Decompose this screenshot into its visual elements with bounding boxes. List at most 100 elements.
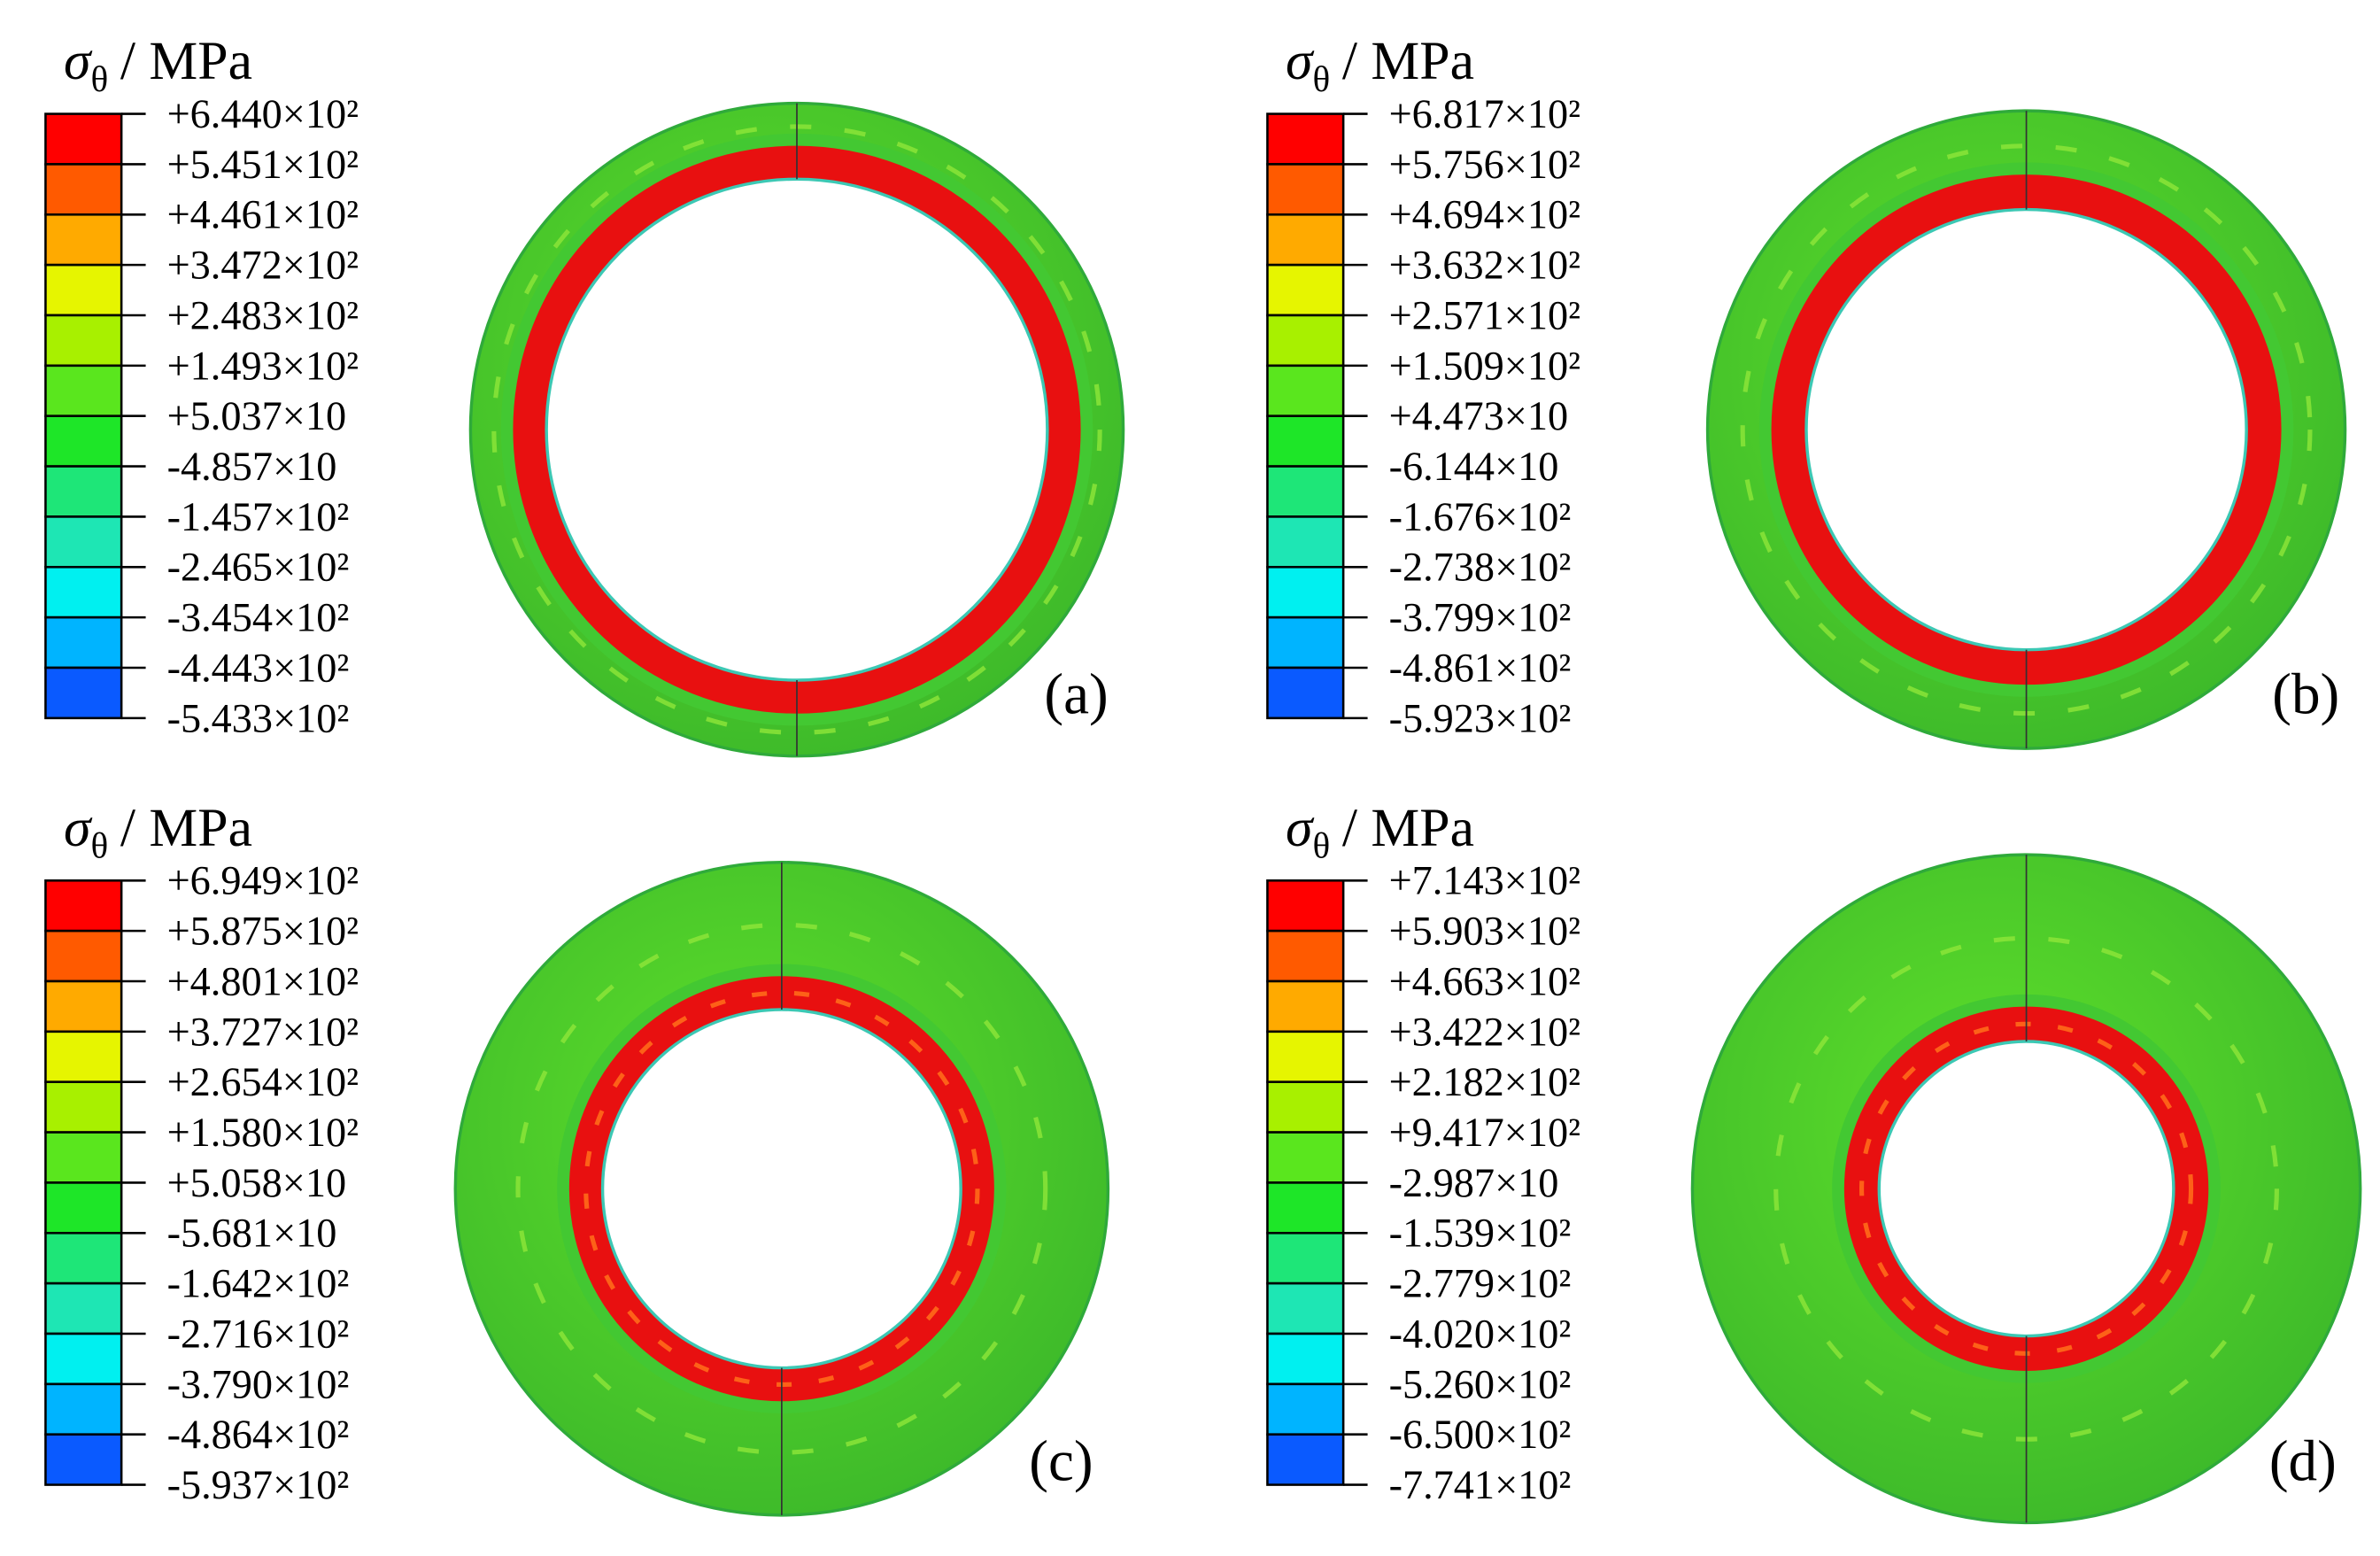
legend-label: +5.756×10² [1389,143,1580,188]
legend-band [44,465,123,518]
legend-band [1266,666,1345,720]
legend-label: +3.422×10² [1389,1010,1580,1055]
legend-band [1266,414,1345,468]
legend-band [1266,112,1345,166]
panel-label: (c) [1029,1429,1093,1493]
legend-band [1266,263,1345,317]
subscript: θ [1312,825,1330,866]
legend-band [44,163,123,216]
legend-title: σθ / MPa [1286,798,1474,866]
legend-band [1266,1131,1345,1184]
legend-label: +2.483×10² [167,293,359,338]
legend-title: σθ / MPa [64,31,252,99]
legend-label: +3.727×10² [167,1010,359,1055]
panel-label: (b) [2272,663,2339,727]
legend-band [44,314,123,368]
hole [1804,207,2248,652]
legend-label: +5.875×10² [167,910,359,955]
legend-label: -1.457×10² [167,495,350,540]
legend-band [44,364,123,417]
legend-label: -7.741×10² [1389,1463,1572,1508]
legend-band [44,1232,123,1285]
legend-title: σθ / MPa [64,798,252,866]
legend-label: +1.580×10² [167,1111,359,1156]
legend-label: +5.451×10² [167,143,359,188]
legend-label: -4.443×10² [167,646,350,691]
legend-band [44,414,123,468]
panel-label: (d) [2269,1429,2337,1493]
legend-label: -2.465×10² [167,546,350,591]
legend-band [44,1281,123,1335]
legend-band [44,515,123,569]
legend-label: +4.663×10² [1389,959,1580,1004]
legend-label: -4.864×10² [167,1413,350,1458]
legend-band [44,1080,123,1134]
legend-band [44,213,123,267]
legend-band [1266,929,1345,983]
legend-band [1266,213,1345,267]
legend-label: +2.571×10² [1389,293,1580,338]
hole [1877,1040,2175,1338]
legend-label: -5.260×10² [1389,1362,1572,1407]
panel: σθ / MPa+7.143×10² +5.903×10²+4.663×10² +3.… [1266,798,2362,1525]
legend-label: -1.676×10² [1389,495,1572,540]
legend-label: -3.790×10² [167,1362,350,1407]
legend-label: -5.433×10² [167,696,350,741]
legend-label: -1.642×10² [167,1262,350,1307]
legend-label: +3.632×10² [1389,244,1580,289]
panel: σθ / MPa+6.440×10² +5.451×10² +4.461×10² +3.… [44,31,1125,758]
legend-label: +6.440×10² [167,92,359,137]
legend-band [1266,364,1345,417]
hole [545,177,1049,682]
legend-band [44,1382,123,1436]
legend-title: σθ / MPa [1286,31,1474,99]
legend-label: +3.472×10² [167,244,359,289]
legend-band [1266,979,1345,1033]
unit: / MPa [120,798,252,858]
legend-band [1266,1030,1345,1084]
hole [600,1008,962,1370]
legend-label: +4.461×10² [167,193,359,238]
legend-label: -6.500×10² [1389,1413,1572,1458]
legend-label: +1.493×10² [167,344,359,389]
legend-band [44,566,123,619]
unit: / MPa [1342,31,1474,91]
legend-band [1266,515,1345,569]
legend-band [1266,1181,1345,1235]
legend-band [1266,1281,1345,1335]
legend-label: +7.143×10² [1389,859,1580,904]
legend-label: -5.681×10 [167,1212,337,1257]
legend-band [1266,1382,1345,1436]
legend-label: -6.144×10 [1389,445,1559,490]
legend-band [1266,566,1345,619]
legend-band [1266,1433,1345,1486]
subscript: θ [90,825,108,866]
legend-label: -2.716×10² [167,1312,350,1357]
symbol: σ [64,31,93,91]
legend-label: +4.694×10² [1389,193,1580,238]
legend-band [1266,1232,1345,1285]
legend-band [1266,879,1345,933]
legend-label: +5.058×10 [167,1161,347,1206]
legend-label: -2.987×10 [1389,1161,1559,1206]
legend-label: -4.857×10 [167,445,337,490]
legend-band [44,879,123,933]
legend-label: +5.903×10² [1389,910,1580,955]
legend-label: -3.454×10² [167,596,350,641]
legend-band [1266,314,1345,368]
legend-band [1266,1332,1345,1386]
legend-band [44,1332,123,1386]
legend-label: +5.037×10 [167,394,347,439]
legend-label: -4.861×10² [1389,646,1572,691]
panel: σθ / MPa+6.817×10² +5.756×10² +4.694×10² +3.… [1266,31,2347,750]
legend-band [44,615,123,670]
legend-label: +6.817×10² [1389,92,1580,137]
legend-band [44,929,123,983]
legend-label: +2.182×10² [1389,1060,1580,1105]
legend-label: -2.779×10² [1389,1262,1572,1307]
legend-band [1266,465,1345,518]
legend-label: +1.509×10² [1389,344,1580,389]
legend-label: -5.937×10² [167,1463,350,1508]
